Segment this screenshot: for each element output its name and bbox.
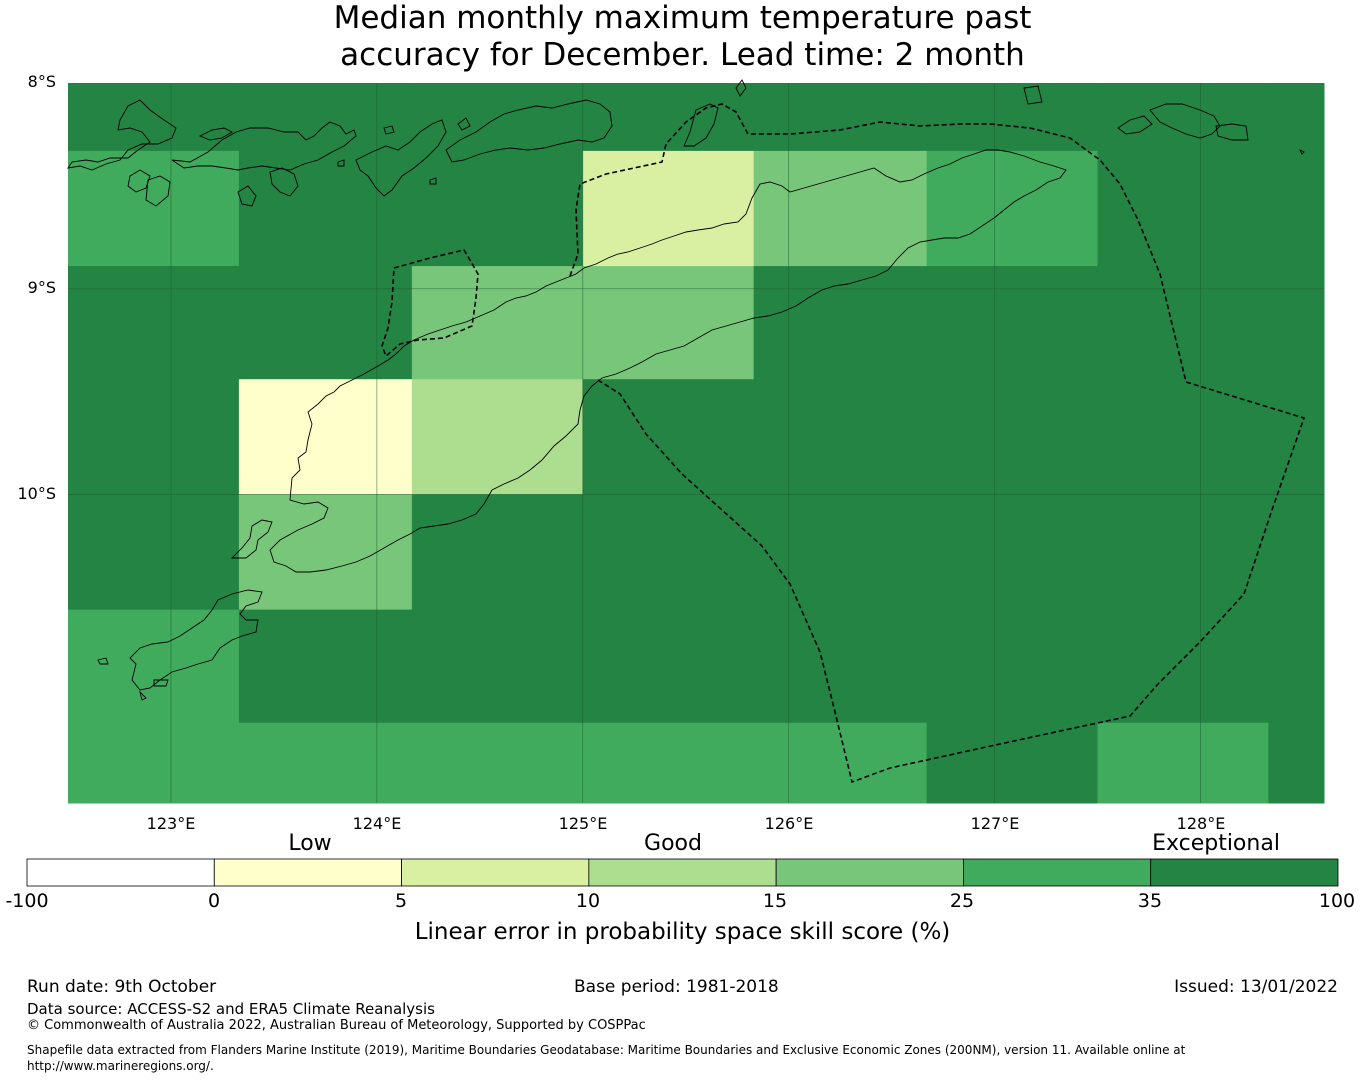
tick-label: -100 xyxy=(5,890,49,912)
grid-cell xyxy=(926,609,1099,724)
category-good: Good xyxy=(644,831,702,856)
grid-cell xyxy=(926,150,1099,267)
run-date: Run date: 9th October xyxy=(27,977,217,997)
colorbar-swatch xyxy=(213,858,402,887)
coastline xyxy=(67,79,1305,701)
grid-cell xyxy=(411,150,584,267)
grid-cell xyxy=(753,609,928,724)
grid-cell xyxy=(1097,150,1269,267)
grid-cell xyxy=(926,83,1099,152)
title-line-2: accuracy for December. Lead time: 2 mont… xyxy=(340,37,1025,73)
grid-cell xyxy=(411,722,584,804)
grid-cell xyxy=(238,379,413,495)
tick-label: 35 xyxy=(1137,890,1163,912)
grid-cell xyxy=(1097,494,1269,611)
grid-cell xyxy=(1268,83,1325,152)
lon-label-124e: 124°E xyxy=(352,814,402,833)
grid-cell xyxy=(411,609,584,724)
grid-cell xyxy=(582,722,755,804)
grid-cell xyxy=(582,609,755,724)
skill-score-grid xyxy=(68,83,1325,804)
tick-label: 0 xyxy=(207,890,221,912)
grid-cell xyxy=(1268,609,1325,724)
chart-title: Median monthly maximum temperature past … xyxy=(0,0,1365,74)
grid-cell xyxy=(1268,494,1325,611)
grid-cell xyxy=(1268,266,1325,380)
lon-label-123e: 123°E xyxy=(146,814,196,833)
grid-cell xyxy=(1268,722,1325,804)
grid-cell xyxy=(926,266,1099,380)
data-source: Data source: ACCESS-S2 and ERA5 Climate … xyxy=(27,1000,435,1018)
grid-cell xyxy=(411,379,584,495)
grid-cell xyxy=(68,379,240,495)
lon-label-128e: 128°E xyxy=(1176,814,1226,833)
grid-cell xyxy=(1097,379,1269,495)
grid-cell xyxy=(753,150,928,267)
category-exceptional: Exceptional xyxy=(1152,831,1280,856)
grid-cell xyxy=(238,150,413,267)
grid-cell xyxy=(753,83,928,152)
grid-cell xyxy=(238,609,413,724)
grid-cell xyxy=(238,266,413,380)
tick-label: 10 xyxy=(575,890,601,912)
lon-label-127e: 127°E xyxy=(970,814,1020,833)
colorbar-swatch xyxy=(588,858,777,887)
grid-cell xyxy=(582,379,755,495)
grid-cell xyxy=(582,150,755,267)
maritime-boundary xyxy=(381,103,1306,784)
grid-cell xyxy=(238,722,413,804)
tick-label: 5 xyxy=(394,890,408,912)
grid-cell xyxy=(753,379,928,495)
grid-cell xyxy=(1268,150,1325,267)
grid-cell xyxy=(926,494,1099,611)
grid-cell xyxy=(582,266,755,380)
grid-cell xyxy=(68,609,240,724)
grid-cell xyxy=(753,494,928,611)
grid-cell xyxy=(68,83,240,152)
base-period: Base period: 1981-2018 xyxy=(574,977,779,997)
grid-cell xyxy=(926,722,1099,804)
colorbar-swatch xyxy=(1150,858,1339,887)
category-low: Low xyxy=(288,831,332,856)
colorbar xyxy=(26,858,1339,887)
issued-date: Issued: 13/01/2022 xyxy=(1174,977,1338,997)
grid-cell xyxy=(1097,83,1269,152)
grid-cell xyxy=(238,494,413,611)
colorbar-swatch xyxy=(26,858,215,887)
lat-label-9s: 9°S xyxy=(27,278,56,297)
grid-cell xyxy=(411,494,584,611)
title-line-1: Median monthly maximum temperature past xyxy=(333,0,1032,36)
grid-cell xyxy=(1268,379,1325,495)
grid-cell xyxy=(582,83,755,152)
lon-label-126e: 126°E xyxy=(764,814,814,833)
tick-label: 15 xyxy=(762,890,788,912)
grid-cell xyxy=(411,266,584,380)
colorbar-swatch xyxy=(775,858,964,887)
grid-cell xyxy=(1097,266,1269,380)
tick-label: 100 xyxy=(1318,890,1356,912)
graticule xyxy=(68,83,1324,803)
colorbar-title: Linear error in probability space skill … xyxy=(414,919,951,945)
grid-cell xyxy=(1097,609,1269,724)
grid-cell xyxy=(926,379,1099,495)
grid-cell xyxy=(68,266,240,380)
lat-label-8s: 8°S xyxy=(27,72,56,91)
grid-cell xyxy=(582,494,755,611)
colorbar-swatch xyxy=(401,858,590,887)
grid-cell xyxy=(68,494,240,611)
copyright: © Commonwealth of Australia 2022, Austra… xyxy=(27,1018,646,1033)
colorbar-swatch xyxy=(963,858,1152,887)
lat-label-10s: 10°S xyxy=(17,484,56,503)
grid-cell xyxy=(753,266,928,380)
grid-cell xyxy=(68,722,240,804)
shapefile-credit: Shapefile data extracted from Flanders M… xyxy=(27,1043,1186,1073)
lon-label-125e: 125°E xyxy=(558,814,608,833)
grid-cell xyxy=(68,150,240,267)
grid-cell xyxy=(238,83,413,152)
tick-label: 25 xyxy=(949,890,975,912)
grid-cell xyxy=(1097,722,1269,804)
